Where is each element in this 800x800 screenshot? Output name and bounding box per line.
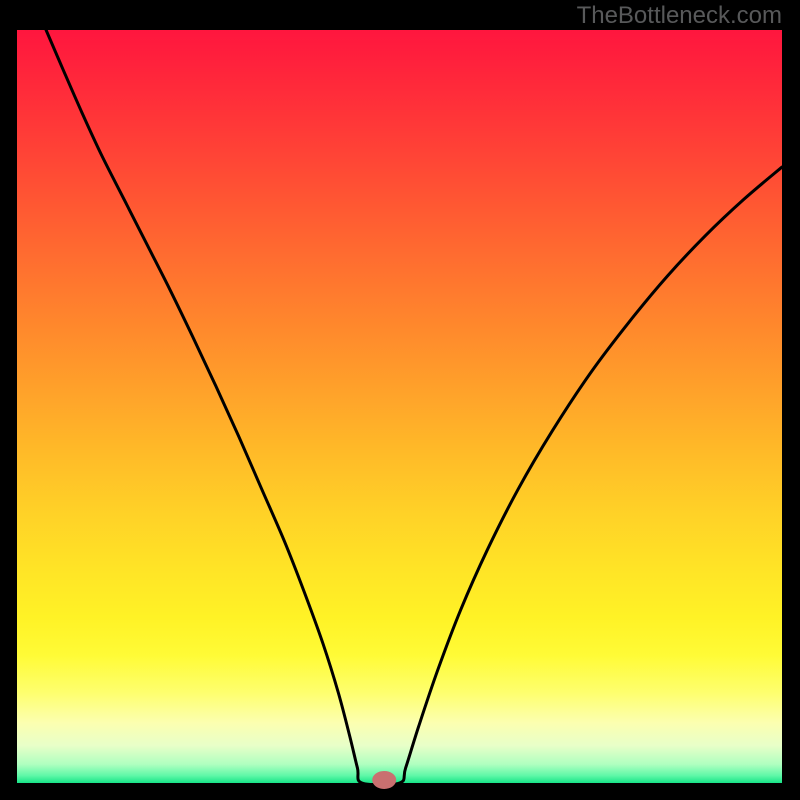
optimum-marker	[372, 771, 396, 789]
chart-gradient-area	[17, 30, 782, 783]
bottleneck-chart	[0, 0, 800, 800]
watermark-text: TheBottleneck.com	[577, 2, 782, 30]
